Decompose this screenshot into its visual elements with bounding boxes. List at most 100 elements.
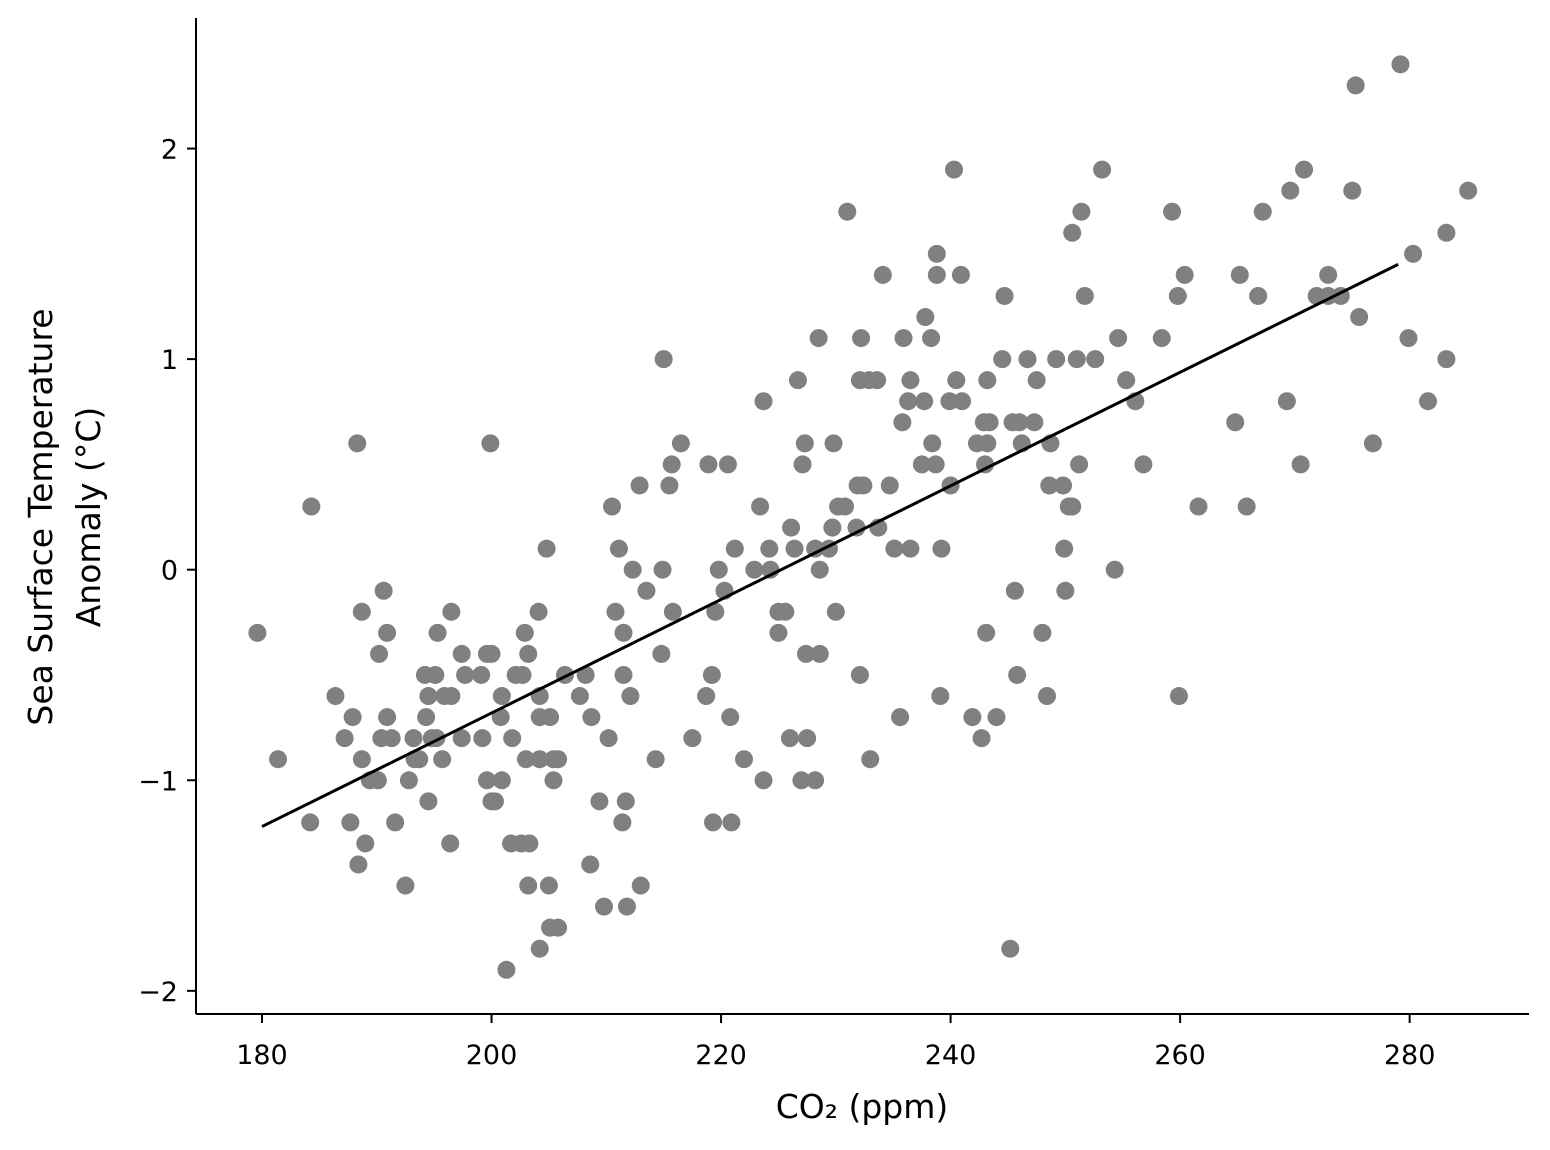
- point: [788, 371, 807, 390]
- point: [1281, 181, 1300, 200]
- point: [1063, 223, 1082, 242]
- point: [810, 560, 829, 579]
- point: [993, 350, 1012, 369]
- point: [456, 665, 475, 684]
- point: [433, 750, 452, 769]
- point: [995, 286, 1014, 305]
- point: [544, 771, 563, 790]
- point: [1054, 476, 1073, 495]
- point: [356, 834, 375, 853]
- point: [1093, 160, 1112, 179]
- point: [419, 687, 438, 706]
- point: [442, 602, 461, 621]
- point: [386, 813, 405, 832]
- point: [1033, 623, 1052, 642]
- point: [868, 371, 887, 390]
- point: [1295, 160, 1314, 179]
- point: [702, 665, 721, 684]
- point: [704, 813, 723, 832]
- x-tick-label: 240: [925, 1040, 977, 1071]
- point: [963, 708, 982, 727]
- point: [1404, 244, 1423, 263]
- point: [1419, 392, 1438, 411]
- point: [1319, 265, 1338, 284]
- point: [637, 581, 656, 600]
- point: [901, 539, 920, 558]
- point: [754, 771, 773, 790]
- point: [718, 455, 737, 474]
- point: [537, 539, 556, 558]
- point: [599, 729, 618, 748]
- point: [481, 434, 500, 453]
- point: [978, 434, 997, 453]
- point: [795, 434, 814, 453]
- point: [792, 771, 811, 790]
- point: [751, 497, 770, 516]
- point: [824, 434, 843, 453]
- point: [609, 539, 628, 558]
- point: [1001, 939, 1020, 958]
- point: [850, 665, 869, 684]
- x-tick-label: 220: [695, 1040, 747, 1071]
- point: [302, 497, 321, 516]
- point: [1163, 202, 1182, 221]
- point: [581, 855, 600, 874]
- point: [697, 687, 716, 706]
- point: [931, 687, 950, 706]
- point: [776, 602, 795, 621]
- point: [915, 392, 934, 411]
- point: [912, 455, 931, 474]
- point: [1010, 413, 1029, 432]
- point: [1363, 434, 1382, 453]
- x-axis-label: CO₂ (ppm): [776, 1087, 949, 1126]
- point: [1018, 350, 1037, 369]
- point: [1459, 181, 1478, 200]
- point: [1391, 55, 1410, 74]
- point: [530, 750, 549, 769]
- point: [823, 518, 842, 537]
- point: [810, 644, 829, 663]
- point: [269, 750, 288, 769]
- point: [798, 729, 817, 748]
- point: [653, 560, 672, 579]
- y-tick-label: 0: [161, 556, 178, 587]
- point: [515, 623, 534, 642]
- point: [549, 750, 568, 769]
- point: [410, 750, 429, 769]
- point: [349, 855, 368, 874]
- x-tick-label: 280: [1384, 1040, 1436, 1071]
- point: [722, 813, 741, 832]
- point: [1037, 687, 1056, 706]
- point: [899, 392, 918, 411]
- trend-line: [261, 263, 1399, 828]
- point: [760, 539, 779, 558]
- point: [441, 834, 460, 853]
- point: [606, 602, 625, 621]
- point: [838, 202, 857, 221]
- point: [1008, 665, 1027, 684]
- point: [1109, 329, 1128, 348]
- y-tick-label: −2: [138, 977, 178, 1008]
- point: [852, 329, 871, 348]
- point: [614, 665, 633, 684]
- point: [472, 665, 491, 684]
- point: [1105, 560, 1124, 579]
- point: [382, 729, 401, 748]
- point: [940, 392, 959, 411]
- point: [1086, 350, 1105, 369]
- point: [1249, 286, 1268, 305]
- point: [341, 813, 360, 832]
- point: [326, 687, 345, 706]
- point: [492, 687, 511, 706]
- point: [977, 623, 996, 642]
- point: [529, 602, 548, 621]
- point: [617, 897, 636, 916]
- point: [721, 708, 740, 727]
- point: [894, 329, 913, 348]
- point: [646, 750, 665, 769]
- point: [482, 644, 501, 663]
- point: [1277, 392, 1296, 411]
- point: [1070, 455, 1089, 474]
- point: [901, 371, 920, 390]
- point: [725, 539, 744, 558]
